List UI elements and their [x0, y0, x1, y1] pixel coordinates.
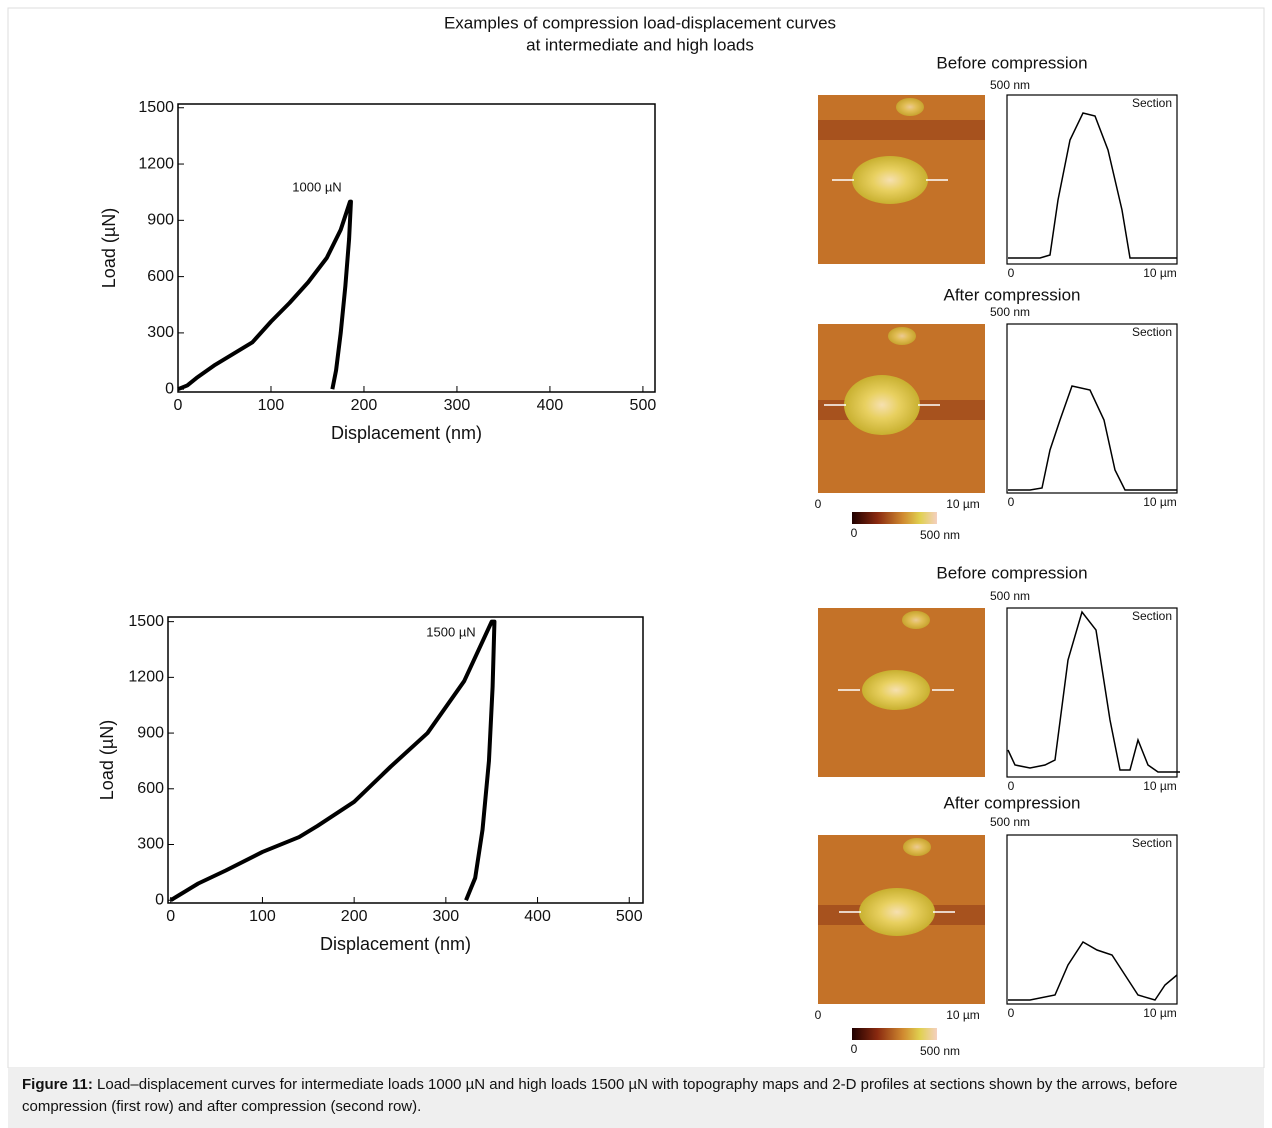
profile — [1008, 940, 1178, 1001]
section-label: Section — [1132, 609, 1172, 623]
y-tick-label: 0 — [165, 380, 174, 397]
profile-axis-label: 10 µm — [1143, 495, 1177, 509]
title: at intermediate and high loads — [526, 35, 754, 54]
afm-particle — [859, 888, 935, 936]
profile-axis-label: 0 — [1008, 495, 1015, 509]
afm-particle — [903, 838, 931, 856]
image-axis-label: 10 µm — [946, 497, 980, 511]
load-curve — [177, 199, 353, 392]
x-tick-label: 200 — [351, 397, 378, 414]
profile-frame — [1006, 323, 1178, 494]
panel-heading: After compression — [944, 793, 1081, 812]
scale-label: 500 nm — [990, 305, 1030, 319]
y-tick-label: 1200 — [128, 669, 164, 686]
y-tick-label: 300 — [147, 324, 174, 341]
colorbar-label: 500 nm — [920, 1044, 960, 1058]
y-tick-label: 600 — [137, 780, 164, 797]
y-axis-label: Load (µN) — [97, 720, 117, 800]
colorbar — [852, 512, 937, 524]
y-tick-label: 300 — [137, 836, 164, 853]
image-axis-label: 0 — [815, 1008, 822, 1022]
afm-particle — [844, 375, 920, 435]
profile-axis-label: 10 µm — [1143, 1006, 1177, 1020]
afm-particle — [852, 156, 928, 204]
title: Examples of compression load-displacemen… — [444, 13, 836, 32]
profile — [1008, 385, 1177, 491]
image-axis-label: 10 µm — [946, 1008, 980, 1022]
plot-frame — [167, 616, 644, 904]
section-label: Section — [1132, 96, 1172, 110]
x-tick-label: 400 — [537, 397, 564, 414]
x-tick-label: 100 — [249, 908, 276, 925]
profile-axis-label: 10 µm — [1143, 266, 1177, 280]
x-axis-label: Displacement (nm) — [331, 423, 482, 443]
profile-frame — [1006, 834, 1178, 1005]
caption: Figure 11: Load–displacement curves for … — [8, 1068, 1264, 1128]
profile-frame — [1006, 607, 1178, 778]
profile-axis-label: 10 µm — [1143, 779, 1177, 793]
x-tick-label: 500 — [630, 397, 657, 414]
y-tick-label: 900 — [137, 724, 164, 741]
colorbar-label: 0 — [851, 1042, 858, 1056]
y-tick-label: 0 — [155, 891, 164, 908]
profile-axis-label: 0 — [1008, 779, 1015, 793]
colorbar-label: 0 — [851, 526, 858, 540]
x-tick-label: 300 — [432, 908, 459, 925]
annotation: 1000 µN — [292, 179, 341, 194]
section-label: Section — [1132, 325, 1172, 339]
y-tick-label: 1500 — [138, 99, 174, 116]
colorbar-label: 500 nm — [920, 528, 960, 542]
image-axis-label: 0 — [815, 497, 822, 511]
plot-frame — [177, 103, 656, 393]
x-tick-label: 400 — [524, 908, 551, 925]
scale-label: 500 nm — [990, 78, 1030, 92]
profile — [1008, 112, 1177, 259]
y-tick-label: 900 — [147, 212, 174, 229]
load-curve — [169, 619, 497, 902]
afm-particle — [896, 98, 924, 116]
panel-heading: After compression — [944, 285, 1081, 304]
x-tick-label: 500 — [616, 908, 643, 925]
x-tick-label: 100 — [258, 397, 285, 414]
panel-heading: Before compression — [936, 53, 1087, 72]
figure: Examples of compression load-displacemen… — [7, 7, 1265, 1068]
x-axis-label: Displacement (nm) — [320, 934, 471, 954]
caption-text: Load–displacement curves for intermediat… — [22, 1076, 1178, 1115]
x-tick-label: 300 — [444, 397, 471, 414]
profile-frame — [1006, 94, 1178, 265]
y-axis-label: Load (µN) — [99, 208, 119, 288]
x-tick-label: 200 — [341, 908, 368, 925]
colorbar — [852, 1028, 937, 1040]
x-tick-label: 0 — [166, 908, 175, 925]
x-tick-label: 0 — [174, 397, 183, 414]
scale-label: 500 nm — [990, 815, 1030, 829]
frame — [7, 7, 1265, 1068]
annotation: 1500 µN — [426, 624, 475, 639]
profile — [1007, 610, 1180, 773]
panel-heading: Before compression — [936, 563, 1087, 582]
profile-axis-label: 0 — [1008, 1006, 1015, 1020]
afm-band — [818, 120, 985, 140]
caption-label: Figure 11: — [22, 1076, 93, 1093]
scale-label: 500 nm — [990, 589, 1030, 603]
y-tick-label: 1200 — [138, 155, 174, 172]
y-tick-label: 1500 — [128, 613, 164, 630]
afm-particle — [862, 670, 930, 710]
profile-axis-label: 0 — [1008, 266, 1015, 280]
y-tick-label: 600 — [147, 268, 174, 285]
afm-particle — [888, 327, 916, 345]
afm-particle — [902, 611, 930, 629]
section-label: Section — [1132, 836, 1172, 850]
